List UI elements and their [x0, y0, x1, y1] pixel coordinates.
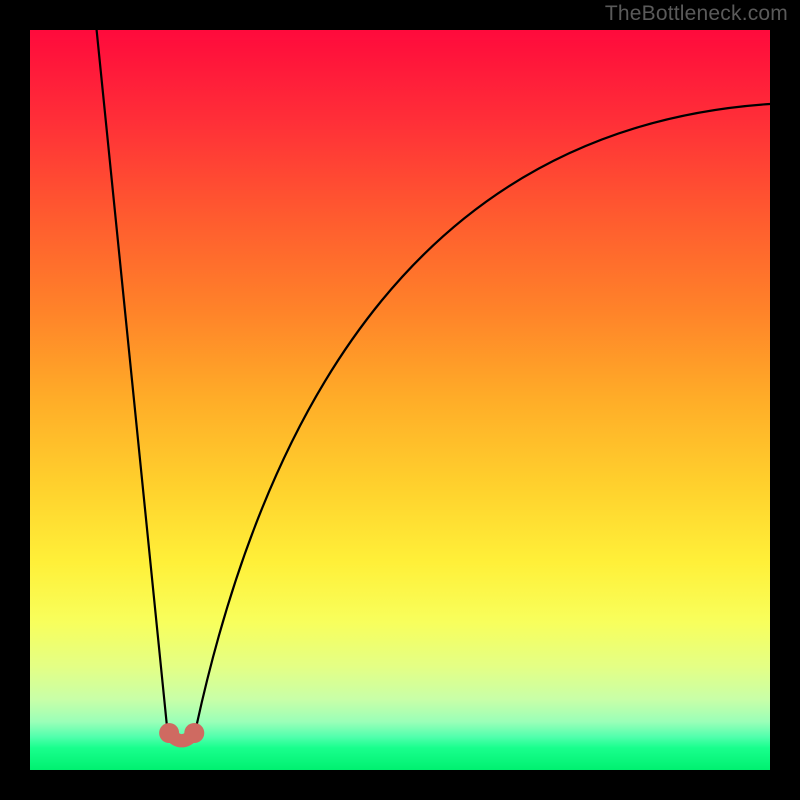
watermark-text: TheBottleneck.com — [605, 2, 788, 26]
bottleneck-chart-svg — [0, 0, 800, 800]
valley-dot-right — [184, 723, 204, 743]
plot-background — [30, 30, 770, 770]
valley-dot-left — [159, 723, 179, 743]
chart-canvas: TheBottleneck.com — [0, 0, 800, 800]
